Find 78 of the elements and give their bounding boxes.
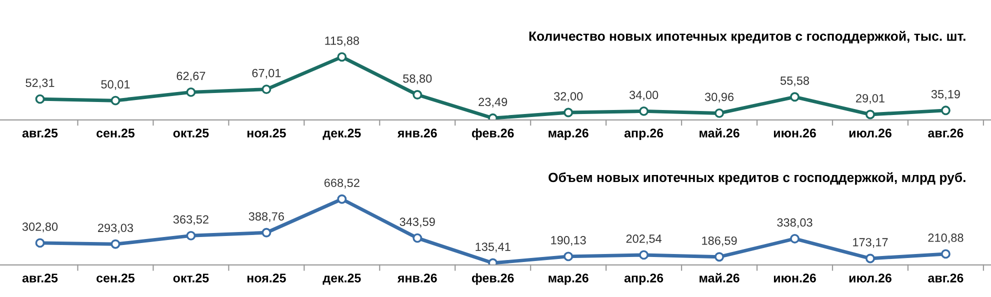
data-label: 302,80 — [22, 222, 58, 232]
data-label: 55,58 — [780, 76, 810, 86]
x-tick-label: июн.26 — [774, 128, 816, 138]
data-label: 190,13 — [551, 236, 586, 246]
point — [866, 254, 875, 264]
data-label: 34,00 — [629, 90, 658, 101]
data-label: 388,76 — [248, 212, 284, 222]
point — [337, 194, 347, 204]
x-tick-label: ноя.25 — [247, 274, 286, 282]
point — [790, 92, 800, 102]
data-label: 186,59 — [702, 236, 737, 246]
data-label: 202,54 — [626, 234, 662, 244]
point — [412, 233, 422, 243]
x-tick-label: апр.26 — [624, 274, 664, 285]
point — [564, 108, 574, 118]
data-label: 50,01 — [101, 80, 130, 90]
data-label: 343,59 — [400, 218, 435, 228]
point — [337, 52, 347, 62]
data-label: 135,41 — [476, 242, 510, 252]
point — [940, 249, 950, 259]
point — [262, 228, 272, 238]
data-label: 363,52 — [173, 215, 208, 226]
data-label: 23,49 — [478, 98, 508, 108]
data-label: 32,00 — [554, 92, 583, 102]
x-tick-label: июл.26 — [849, 274, 892, 282]
data-label: 29,01 — [856, 94, 884, 104]
data-label: 173,17 — [853, 238, 888, 248]
x-tick-label: ноя.25 — [247, 128, 286, 138]
point — [262, 84, 272, 94]
point — [412, 90, 422, 100]
data-label: 67,01 — [252, 68, 281, 79]
point — [866, 110, 875, 120]
point — [110, 96, 120, 106]
x-tick-label: янв.26 — [397, 274, 437, 282]
point — [35, 94, 45, 104]
point — [186, 87, 196, 97]
data-label: 58,80 — [403, 74, 432, 84]
x-tick-label: дек.25 — [322, 274, 361, 285]
data-label: 52,31 — [26, 78, 54, 88]
x-tick-label: авг.25 — [22, 274, 58, 282]
x-tick-label: авг.25 — [22, 128, 58, 138]
x-tick-label: мар.26 — [548, 274, 588, 285]
x-tick-label: окт.25 — [173, 128, 209, 138]
point — [714, 108, 724, 118]
data-label: 62,67 — [176, 72, 206, 82]
x-tick-label: авг.26 — [928, 274, 964, 282]
x-tick-label: апр.26 — [624, 128, 664, 140]
x-tick-label: фев.26 — [472, 273, 514, 285]
x-tick-label: сен.25 — [96, 274, 135, 282]
x-tick-label: фев.26 — [472, 128, 514, 140]
point — [564, 252, 574, 262]
x-tick-label: май.26 — [700, 273, 740, 282]
x-tick-label: окт.25 — [173, 274, 209, 282]
x-tick-label: авг.26 — [928, 128, 964, 138]
data-label: 35,19 — [931, 90, 960, 100]
point — [790, 234, 800, 244]
x-tick-label: сен.25 — [96, 128, 135, 138]
chart-title: Количество новых ипотечных кредитов с господдержкой, тыс. шт. — [529, 30, 966, 44]
x-tick-label: мар.26 — [548, 128, 588, 140]
point — [714, 252, 724, 262]
point — [940, 106, 950, 116]
x-tick-label: июл.26 — [849, 128, 892, 138]
data-label: 115,88 — [325, 36, 360, 46]
data-label: 338,03 — [777, 218, 812, 228]
data-label: 210,88 — [928, 234, 964, 244]
x-tick-label: янв.26 — [397, 128, 437, 138]
x-tick-label: май.26 — [700, 128, 740, 138]
data-label: 668,52 — [324, 178, 360, 188]
point — [110, 239, 120, 249]
point — [186, 230, 196, 240]
data-label: 30,96 — [704, 92, 734, 103]
chart-title: Объем новых ипотечных кредитов с господдержкой, млрд руб. — [548, 172, 966, 185]
point — [639, 250, 649, 260]
point — [639, 106, 649, 116]
x-tick-label: июн.26 — [774, 274, 816, 282]
data-label: 293,03 — [98, 224, 134, 234]
point — [35, 238, 45, 248]
x-tick-label: дек.25 — [322, 128, 361, 140]
